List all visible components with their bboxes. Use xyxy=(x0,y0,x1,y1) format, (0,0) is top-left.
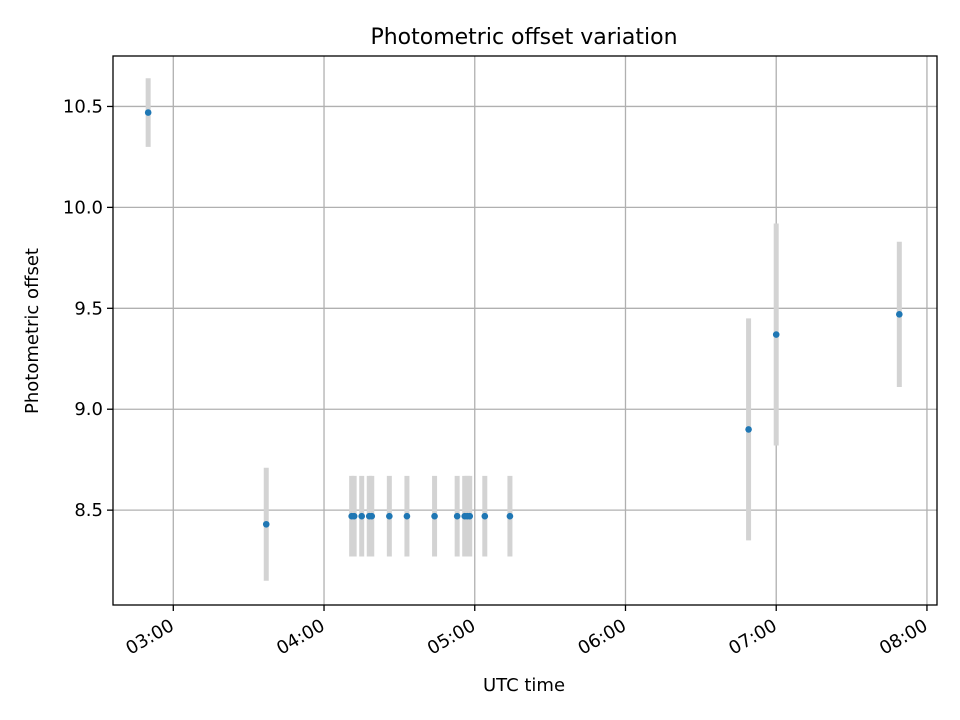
data-point xyxy=(453,512,461,520)
data-point xyxy=(896,311,903,318)
chart-title: Photometric offset variation xyxy=(370,25,677,50)
data-points xyxy=(144,109,903,528)
y-tick-label: 10.5 xyxy=(63,96,103,117)
y-axis-ticks: 8.5 9.0 9.5 10.0 10.5 xyxy=(63,96,113,521)
y-tick-label: 9.0 xyxy=(74,399,103,420)
data-point xyxy=(403,512,411,520)
data-point xyxy=(368,512,376,520)
data-point xyxy=(745,426,752,433)
y-tick-label: 9.5 xyxy=(74,298,103,319)
data-point xyxy=(350,512,358,520)
data-point xyxy=(262,520,270,528)
data-point xyxy=(772,331,780,338)
data-point xyxy=(358,512,366,520)
y-tick-label: 8.5 xyxy=(74,500,103,521)
y-tick-label: 10.0 xyxy=(63,197,103,218)
plot-area-frame xyxy=(112,55,938,606)
data-point xyxy=(431,512,438,520)
data-point xyxy=(386,512,393,520)
data-point xyxy=(506,512,514,520)
x-axis-label: UTC time xyxy=(483,675,565,696)
y-axis-label: Photometric offset xyxy=(22,248,43,414)
data-point xyxy=(144,109,152,116)
data-point xyxy=(481,512,489,520)
data-point xyxy=(466,512,474,520)
